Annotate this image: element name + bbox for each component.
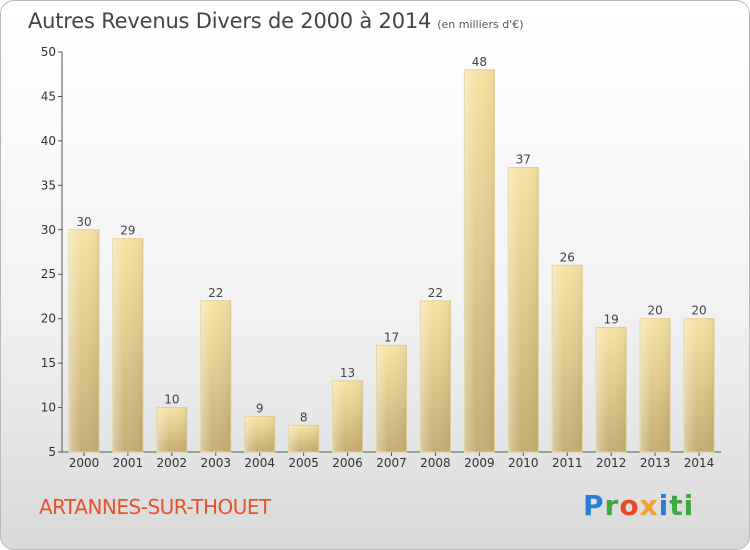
bar-shine — [596, 327, 627, 452]
x-tick-label: 2013 — [640, 456, 671, 470]
proxiti-logo: Proxiti — [583, 489, 694, 522]
data-label: 22 — [428, 286, 443, 300]
chart-title-text: Autres Revenus Divers de 2000 à 2014 — [28, 9, 432, 33]
data-label: 30 — [76, 215, 91, 229]
bar-shine — [508, 167, 539, 453]
data-label: 48 — [472, 55, 487, 69]
y-tick-label: 20 — [41, 312, 56, 326]
data-label: 37 — [516, 153, 531, 167]
x-tick-label: 2014 — [684, 456, 715, 470]
data-label: 8 — [300, 410, 308, 424]
bars — [68, 69, 715, 453]
y-tick-label: 10 — [41, 401, 56, 415]
logo-letter: ti — [669, 489, 695, 522]
bar-shine — [288, 425, 319, 452]
logo-letter: r — [604, 489, 620, 522]
bar-shine — [640, 318, 671, 452]
bar-shine — [464, 69, 495, 453]
data-label: 20 — [647, 304, 662, 318]
data-label: 9 — [256, 401, 264, 415]
bar-shine — [332, 380, 363, 452]
bar-shine — [112, 238, 143, 452]
x-tick-label: 2008 — [420, 456, 451, 470]
bar-shine — [200, 300, 231, 452]
data-label: 20 — [691, 304, 706, 318]
chart-subtitle: (en milliers d'€) — [437, 18, 524, 31]
data-label: 17 — [384, 330, 399, 344]
bar-shine — [420, 300, 451, 452]
x-tick-label: 2002 — [157, 456, 188, 470]
data-label: 26 — [560, 250, 575, 264]
data-label: 29 — [120, 224, 135, 238]
bar-shine — [156, 407, 187, 452]
data-label: 10 — [164, 393, 179, 407]
x-tick-label: 2005 — [288, 456, 319, 470]
y-tick-label: 15 — [41, 356, 56, 370]
y-tick-label: 30 — [41, 223, 56, 237]
bar-shine — [68, 229, 99, 452]
x-tick-label: 2011 — [552, 456, 583, 470]
logo-letter: i — [658, 489, 670, 522]
x-tick-label: 2009 — [464, 456, 495, 470]
value-labels: 30 29 10 22 9 8 13 17 22 48 37 26 19 20 20 — [76, 55, 706, 425]
x-tick-label: 2001 — [113, 456, 144, 470]
y-tick-label: 5 — [48, 445, 56, 459]
bar-shine — [244, 416, 275, 452]
y-tick-label: 35 — [41, 178, 56, 192]
x-tick-label: 2012 — [596, 456, 627, 470]
logo-letter: P — [583, 489, 605, 522]
y-tick-label: 40 — [41, 134, 56, 148]
x-tick-label: 2007 — [376, 456, 407, 470]
data-label: 13 — [340, 366, 355, 380]
y-tick-label: 25 — [41, 267, 56, 281]
bar-shine — [684, 318, 715, 452]
x-tick-label: 2006 — [332, 456, 363, 470]
data-label: 22 — [208, 286, 223, 300]
y-tick-label: 45 — [41, 89, 56, 103]
bar-shine — [376, 345, 407, 452]
y-tick-label: 50 — [41, 45, 56, 59]
logo-letter: x — [639, 489, 659, 522]
town-name: ARTANNES-SUR-THOUET — [39, 495, 271, 519]
axes: 5 10 15 20 25 30 35 40 45 50 2000 2001 2002 2003 2004 2… — [41, 45, 721, 470]
x-tick-label: 2010 — [508, 456, 539, 470]
logo-letter: o — [619, 489, 640, 522]
chart-title: Autres Revenus Divers de 2000 à 2014 (en … — [28, 9, 523, 33]
data-label: 19 — [604, 313, 619, 327]
x-tick-label: 2000 — [69, 456, 100, 470]
x-tick-label: 2003 — [200, 456, 231, 470]
bar-shine — [552, 265, 583, 452]
x-tick-label: 2004 — [244, 456, 275, 470]
